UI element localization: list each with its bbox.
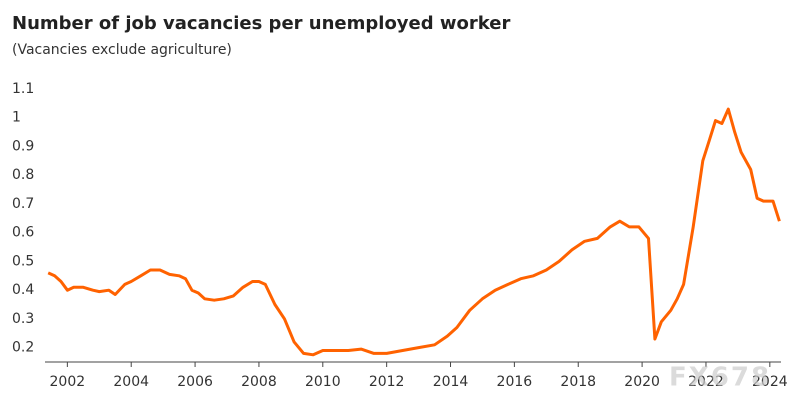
x-tick-label: 2002 [50,374,86,390]
y-tick-label: 0.7 [12,196,34,212]
y-tick-label: 1.1 [12,81,34,97]
y-tick-label: 0.8 [12,167,34,183]
x-tick-label: 2008 [241,374,277,390]
y-tick-label: 0.4 [12,282,34,298]
x-tick-label: 2016 [497,374,533,390]
x-tick-label: 2024 [752,374,788,390]
line-series [47,107,781,357]
y-tick-label: 1 [12,110,21,126]
x-tick-label: 2014 [433,374,469,390]
watermark: FX678 [669,363,771,393]
x-tick-label: 2004 [113,374,149,390]
x-tick-label: 2020 [624,374,660,390]
y-tick-label: 0.9 [12,138,34,154]
x-tick-label: 2010 [305,374,341,390]
y-tick-label: 0.5 [12,253,34,269]
y-tick-label: 0.3 [12,311,34,327]
x-tick-label: 2012 [369,374,405,390]
chart-subtitle: (Vacancies exclude agriculture) [12,42,232,58]
chart-title: Number of job vacancies per unemployed w… [12,13,510,34]
x-tick-label: 2006 [177,374,213,390]
y-tick-label: 0.6 [12,225,34,241]
y-tick-label: 0.2 [12,340,34,356]
x-tick-label: 2022 [688,374,724,390]
x-tick-label: 2018 [560,374,596,390]
